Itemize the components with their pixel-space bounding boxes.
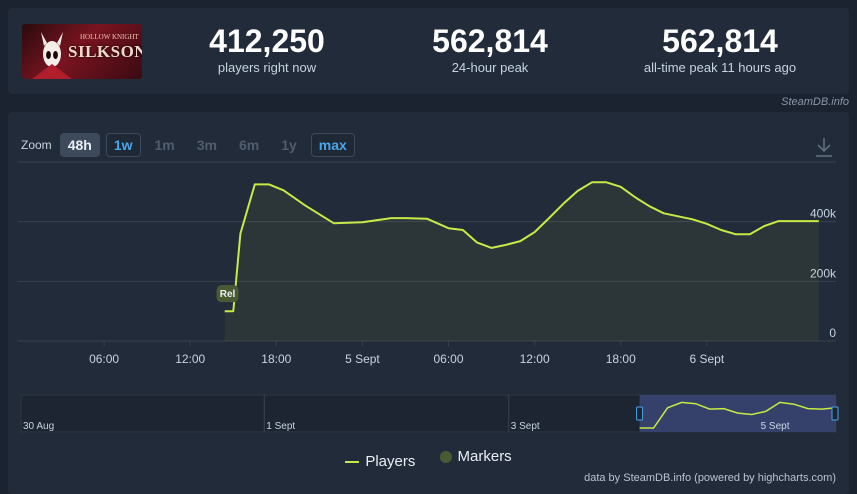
game-title: SILKSONG	[68, 42, 142, 61]
zoom-1w-button[interactable]: 1w	[105, 133, 141, 157]
chart-card: Zoom 48h 1w 1m 3m 6m 1y max 0 200k 400k 06:…	[8, 112, 849, 494]
x-tick-label: 6 Sept	[689, 352, 724, 366]
stat-current-value: 412,250	[209, 23, 325, 59]
stat-all-time-peak-label: all-time peak 11 hours ago	[643, 60, 797, 75]
stat-current-label: players right now	[217, 60, 317, 75]
download-icon[interactable]	[815, 136, 833, 158]
legend-players[interactable]: Players	[345, 453, 415, 470]
stat-24h-peak: 562,814 24-hour peak	[390, 22, 590, 76]
source-tag[interactable]: SteamDB.info	[781, 96, 849, 108]
release-marker-label: Rel	[220, 289, 236, 300]
game-subtitle: HOLLOW KNIGHT	[80, 33, 139, 41]
stat-24h-peak-value: 562,814	[432, 23, 548, 59]
navigator-label: 3 Sept	[511, 421, 540, 432]
legend-line-swatch	[345, 460, 360, 463]
navigator-label: 1 Sept	[266, 421, 295, 432]
navigator-handle[interactable]	[636, 406, 644, 421]
x-tick-label: 18:00	[261, 352, 291, 366]
zoom-1y-button[interactable]: 1y	[281, 137, 297, 153]
x-tick-label: 18:00	[606, 352, 636, 366]
knight-icon	[32, 32, 72, 79]
players-line	[224, 181, 819, 313]
zoom-1m-button[interactable]: 1m	[154, 137, 175, 153]
navigator-label: 30 Aug	[23, 421, 54, 432]
game-logo[interactable]: HOLLOW KNIGHT SILKSONG	[22, 24, 142, 79]
x-tick-label: 12:00	[175, 352, 205, 366]
x-tick-label: 5 Sept	[345, 352, 380, 366]
zoom-label: Zoom	[21, 138, 52, 152]
navigator-label: 5 Sept	[761, 421, 790, 432]
zoom-max-button[interactable]: max	[310, 133, 355, 157]
stats-card: HOLLOW KNIGHT SILKSONG 412,250 players r…	[8, 8, 849, 94]
stat-24h-peak-label: 24-hour peak	[451, 60, 529, 75]
zoom-controls: Zoom 48h 1w 1m 3m 6m 1y max	[21, 132, 361, 158]
players-area	[224, 182, 819, 341]
players-chart[interactable]: 0 200k 400k 06:00 12:00 18:00 5 Sept 06:00 12:00…	[8, 112, 849, 452]
y-tick-label: 0	[829, 326, 836, 340]
x-tick-label: 12:00	[520, 352, 550, 366]
release-marker	[216, 285, 239, 303]
navigator-series	[639, 401, 837, 429]
y-tick-label: 200k	[810, 266, 837, 280]
zoom-6m-button[interactable]: 6m	[238, 137, 260, 153]
legend-players-label: Players	[365, 453, 416, 470]
chart-credits[interactable]: data by SteamDB.info (powered by highcha…	[584, 472, 836, 484]
x-tick-label: 06:00	[434, 352, 464, 366]
legend-marker-swatch	[439, 450, 452, 463]
stat-all-time-peak-value: 562,814	[662, 23, 778, 59]
zoom-48h-button[interactable]: 48h	[59, 133, 100, 157]
navigator-handle[interactable]	[831, 406, 839, 421]
legend-markers-label: Markers	[457, 448, 512, 465]
stat-all-time-peak: 562,814 all-time peak 11 hours ago	[620, 22, 820, 76]
stat-current: 412,250 players right now	[167, 22, 367, 76]
legend-markers[interactable]: Markers	[439, 448, 512, 465]
y-tick-label: 400k	[810, 207, 837, 221]
x-tick-label: 06:00	[89, 352, 119, 366]
zoom-3m-button[interactable]: 3m	[196, 137, 217, 153]
chart-legend: Players Markers	[8, 448, 849, 470]
